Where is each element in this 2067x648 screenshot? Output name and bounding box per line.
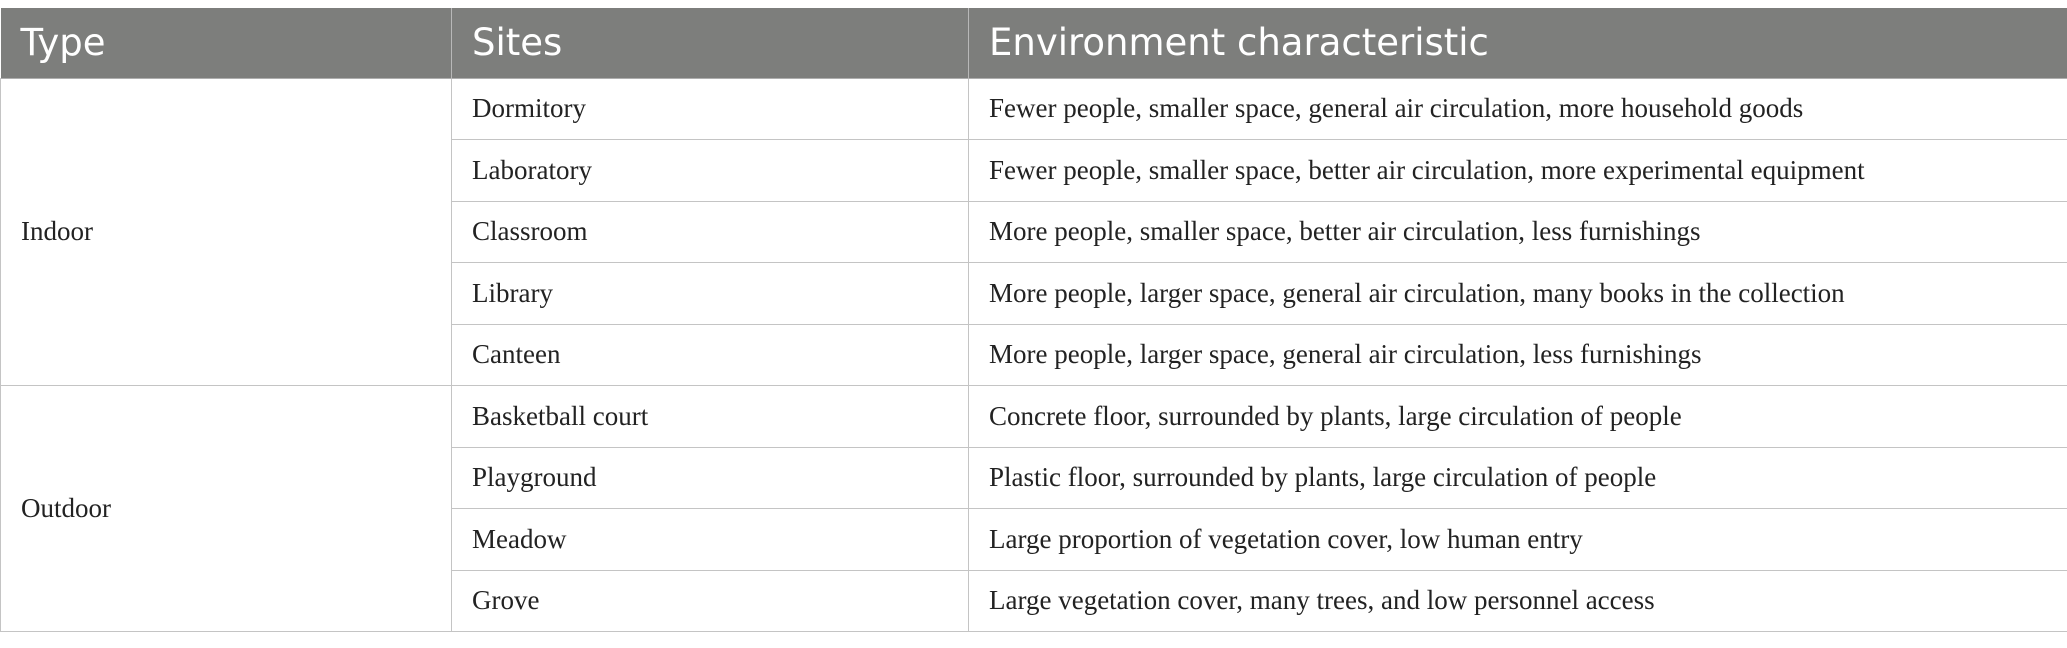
table-row: Grove Large vegetation cover, many trees… xyxy=(1,569,2067,632)
header-environment: Environment characteristic xyxy=(989,21,1489,65)
table-row: Laboratory Fewer people, smaller space, … xyxy=(1,139,2067,202)
site-cell: Dormitory xyxy=(451,77,969,140)
site-cell: Library xyxy=(451,262,969,325)
site-cell: Basketball court xyxy=(451,385,969,448)
environment-table-container: Type Sites Environment characteristic In… xyxy=(0,8,2067,632)
environment-cell: Fewer people, smaller space, general air… xyxy=(968,77,2067,140)
environment-cell: Fewer people, smaller space, better air … xyxy=(968,139,2067,202)
type-cell-indoor: Indoor xyxy=(0,77,452,386)
environment-cell: Concrete floor, surrounded by plants, la… xyxy=(968,385,2067,448)
environment-cell: Large proportion of vegetation cover, lo… xyxy=(968,508,2067,571)
environment-table: Type Sites Environment characteristic In… xyxy=(0,8,2067,632)
type-cell-outdoor: Outdoor xyxy=(0,385,452,632)
site-cell: Meadow xyxy=(451,508,969,571)
header-row: Type Sites Environment characteristic xyxy=(0,8,2067,78)
table-row: Library More people, larger space, gener… xyxy=(1,262,2067,325)
site-cell: Playground xyxy=(451,446,969,509)
environment-cell: More people, smaller space, better air c… xyxy=(968,200,2067,263)
environment-cell: More people, larger space, general air c… xyxy=(968,262,2067,325)
header-sites: Sites xyxy=(451,8,969,78)
table-row: Meadow Large proportion of vegetation co… xyxy=(1,508,2067,571)
site-cell: Classroom xyxy=(451,200,969,263)
table-row: Outdoor Basketball court Concrete floor,… xyxy=(0,385,2067,632)
table-row: Playground Plastic floor, surrounded by … xyxy=(1,446,2067,509)
site-cell: Grove xyxy=(451,569,969,632)
environment-cell: Large vegetation cover, many trees, and … xyxy=(968,569,2067,632)
site-cell: Canteen xyxy=(451,323,969,386)
environment-cell: More people, larger space, general air c… xyxy=(968,323,2067,386)
environment-cell: Plastic floor, surrounded by plants, lar… xyxy=(968,446,2067,509)
table-row: Indoor Dormitory Fewer people, smaller s… xyxy=(0,77,2067,386)
table-header: Type Sites Environment characteristic xyxy=(0,8,2067,78)
header-type: Type xyxy=(0,8,452,78)
table-body: Indoor Dormitory Fewer people, smaller s… xyxy=(0,77,2067,632)
site-cell: Laboratory xyxy=(451,139,969,202)
